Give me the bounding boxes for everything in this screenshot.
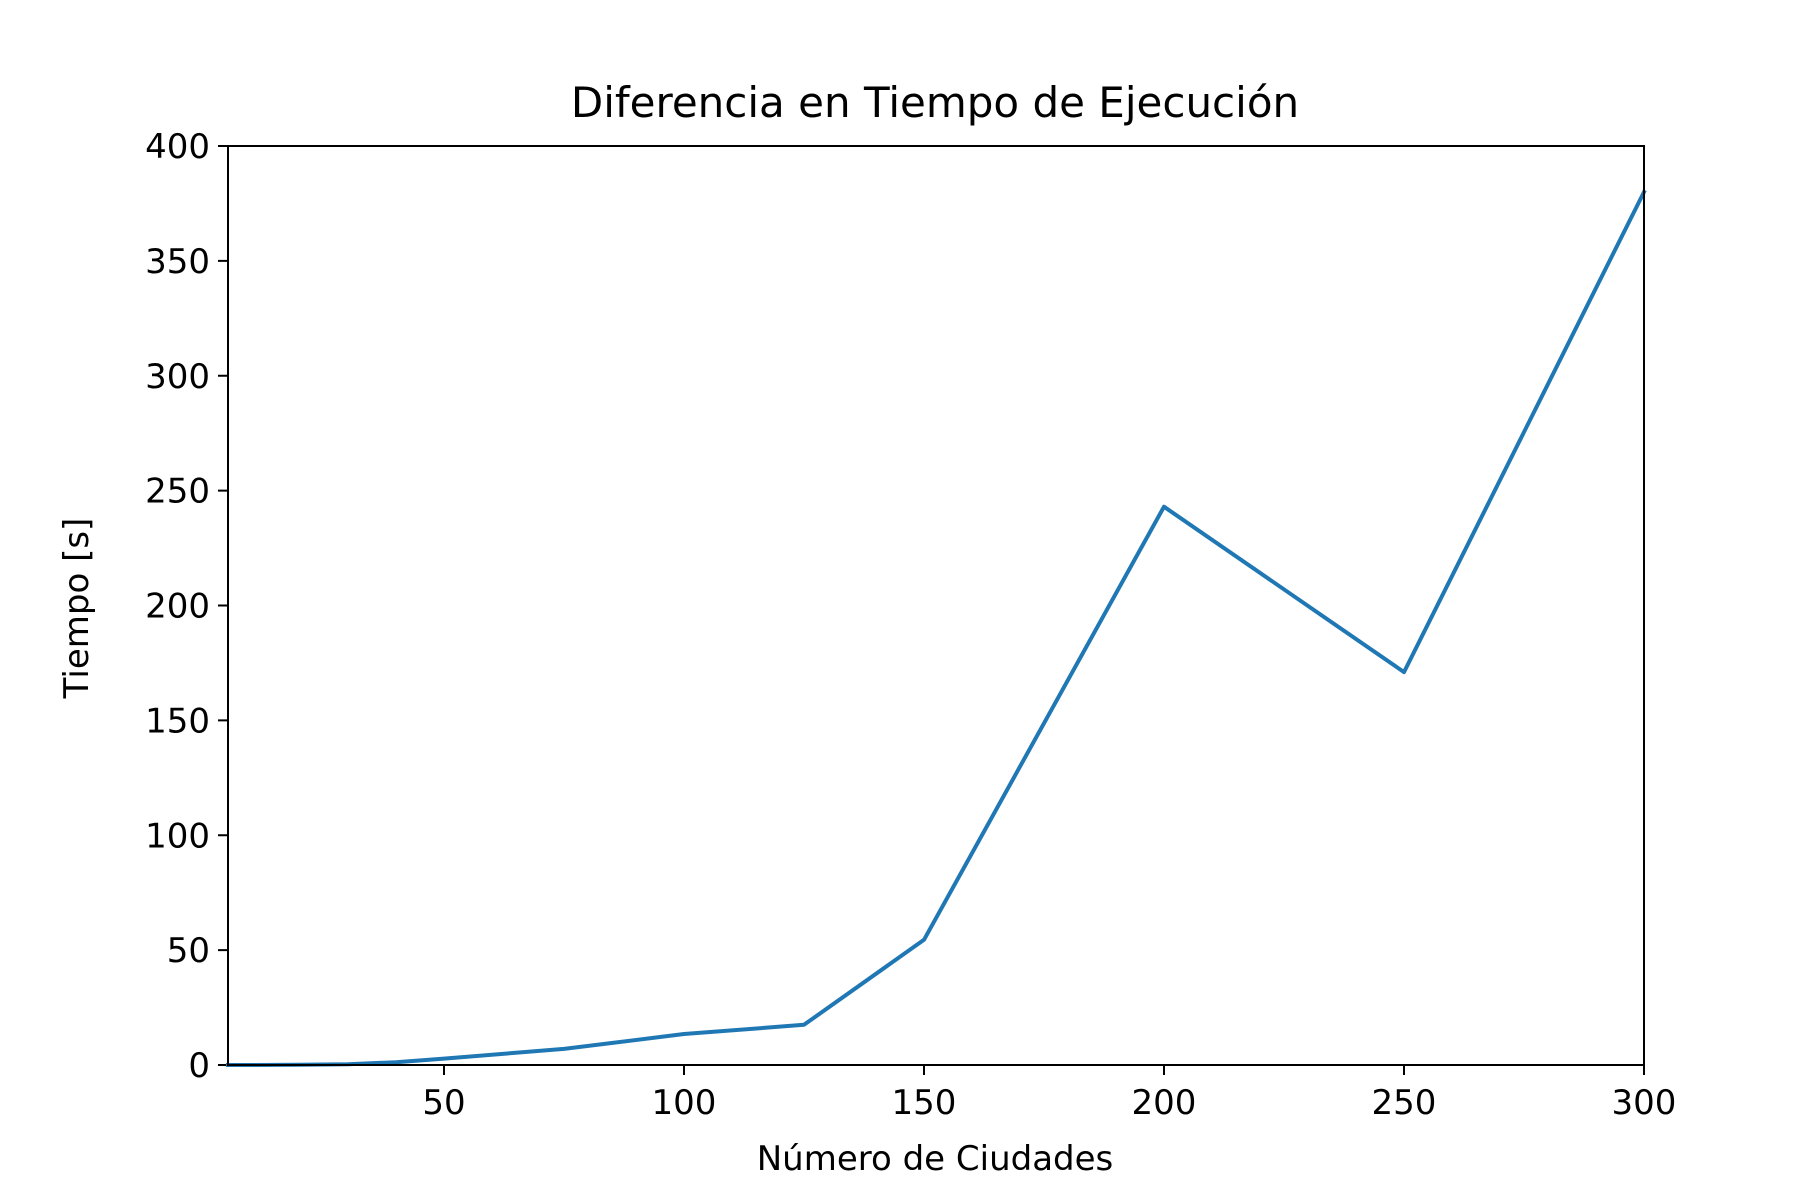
y-tick-label: 200 bbox=[145, 587, 210, 627]
y-tick-label: 0 bbox=[188, 1046, 210, 1086]
x-tick-label: 50 bbox=[422, 1083, 465, 1123]
x-tick-label: 250 bbox=[1372, 1083, 1437, 1123]
y-tick-label: 100 bbox=[145, 816, 210, 856]
y-tick-label: 150 bbox=[145, 701, 210, 741]
y-tick-label: 300 bbox=[145, 357, 210, 397]
y-axis-label: Tiempo [s] bbox=[57, 518, 97, 700]
plot-area-frame bbox=[227, 145, 1645, 1066]
y-tick-label: 250 bbox=[145, 472, 210, 512]
y-tick-label: 400 bbox=[145, 127, 210, 167]
x-tick-label: 150 bbox=[892, 1083, 957, 1123]
x-tick-label: 200 bbox=[1132, 1083, 1197, 1123]
x-tick-label: 100 bbox=[652, 1083, 717, 1123]
x-axis-label: Número de Ciudades bbox=[757, 1139, 1114, 1179]
axis-ticks: 50 100 150 200 250 300 0 50 100 150 200 250 300 350 40… bbox=[145, 127, 1676, 1123]
y-tick-label: 50 bbox=[167, 931, 210, 971]
y-tick-label: 350 bbox=[145, 242, 210, 282]
chart-title: Diferencia en Tiempo de Ejecución bbox=[571, 78, 1299, 127]
x-tick-label: 300 bbox=[1612, 1083, 1677, 1123]
